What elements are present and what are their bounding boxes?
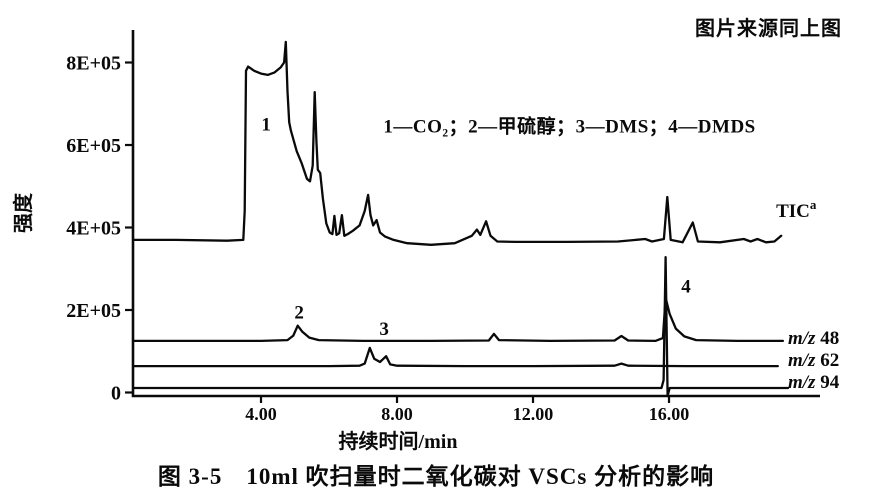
mz48-label: m/z 48: [788, 328, 839, 349]
peak-label-4: 4: [681, 277, 691, 298]
figure-caption: 图 3-5 10ml 吹扫量时二氧化碳对 VSCs 分析的影响: [157, 464, 715, 489]
x-axis-title: 持续时间/min: [339, 429, 458, 453]
axis-lines: [131, 30, 820, 398]
tic-label: TICa: [776, 197, 817, 222]
trace-TIC: [132, 40, 783, 246]
y-tick-label-2: 4E+05: [66, 218, 121, 240]
peak-label-1: 1: [261, 115, 271, 136]
y-tick-label-0: 8E+05: [66, 53, 121, 75]
peak-label-2: 2: [294, 302, 304, 323]
y-axis-title: 强度: [11, 192, 35, 233]
y-tick-label-4: 0: [111, 383, 121, 405]
chromatogram-svg: 8E+05 6E+05 4E+05 2E+05 0 4.00 8.00 12.00 16.00 强…: [11, 30, 840, 453]
source-note: 图片来源同上图: [695, 16, 842, 40]
legend-note: 1—CO₂；2—甲硫醇；3—DMS；4—DMDS: [383, 115, 755, 138]
x-tick-label-3: 16.00: [649, 404, 690, 424]
trace-mz94: [132, 256, 790, 397]
x-tick-label-0: 4.00: [245, 404, 277, 424]
trace-mz48: [132, 296, 785, 343]
x-tick-label-2: 12.00: [513, 404, 554, 424]
mz94-label: m/z 94: [788, 372, 840, 393]
chromatogram-chart: 8E+05 6E+05 4E+05 2E+05 0 4.00 8.00 12.00 16.00 强…: [11, 30, 840, 453]
x-tick-label-1: 8.00: [381, 404, 413, 424]
mz62-label: m/z 62: [788, 350, 839, 371]
trace-mz62: [132, 346, 779, 368]
peak-label-3: 3: [379, 319, 389, 340]
y-tick-label-1: 6E+05: [66, 135, 121, 157]
y-tick-label-3: 2E+05: [66, 300, 121, 322]
